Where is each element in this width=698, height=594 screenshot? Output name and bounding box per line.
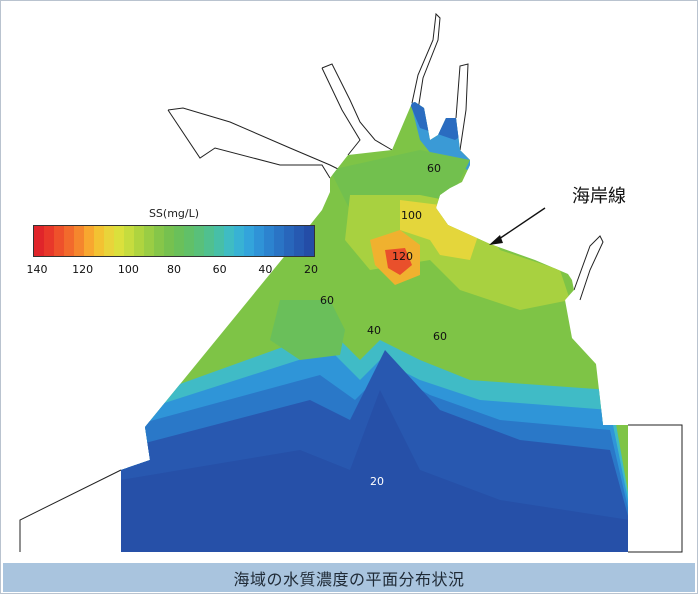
legend-tick-label: 40 (258, 263, 273, 276)
legend-swatch (284, 226, 294, 256)
legend-swatch (74, 226, 84, 256)
legend-tick-label: 140 (26, 263, 48, 276)
legend-swatch (234, 226, 244, 256)
legend-swatch (154, 226, 164, 256)
legend-swatch (44, 226, 54, 256)
legend-swatch (64, 226, 74, 256)
legend-swatch (54, 226, 64, 256)
legend-swatch (104, 226, 114, 256)
contour-label: 20 (370, 475, 384, 488)
contour-label: 40 (367, 324, 381, 337)
legend-swatch (164, 226, 174, 256)
caption-bar: 海域の水質濃度の平面分布状況 (3, 563, 695, 592)
contour-label: 60 (427, 162, 441, 175)
legend-title: SS(mg/L) (148, 207, 200, 220)
contour-label: 60 (320, 294, 334, 307)
legend-swatch (84, 226, 94, 256)
legend-swatch (304, 226, 314, 256)
legend-tick-label: 20 (304, 263, 318, 276)
legend-swatch (94, 226, 104, 256)
legend-tick-label: 80 (167, 263, 181, 276)
legend-swatch (264, 226, 274, 256)
legend-tick-label: 120 (72, 263, 94, 276)
legend-swatch (114, 226, 124, 256)
legend-ticks: 140 120 100 80 60 40 20 (27, 263, 319, 277)
legend-tick-label: 60 (212, 263, 227, 276)
legend-swatch (134, 226, 144, 256)
legend-swatch (204, 226, 214, 256)
contour-label: 100 (401, 209, 422, 222)
coastline-label: 海岸線 (572, 186, 626, 207)
legend-swatch (174, 226, 184, 256)
legend-swatch (274, 226, 284, 256)
contour-labels: 60 100 120 60 40 60 20 (320, 162, 447, 488)
map-caption: 海域の水質濃度の平面分布状況 (233, 569, 465, 589)
legend-color-bar (33, 225, 315, 257)
legend-swatch (214, 226, 224, 256)
legend-swatch (144, 226, 154, 256)
callout-arrow (489, 207, 546, 245)
legend-swatch (224, 226, 234, 256)
contour-label: 60 (433, 330, 447, 343)
legend-swatch (254, 226, 264, 256)
legend-tick-label: 100 (117, 263, 139, 276)
legend-swatch (34, 226, 44, 256)
legend-swatch (294, 226, 304, 256)
legend-swatch (194, 226, 204, 256)
legend-swatch (184, 226, 194, 256)
legend-swatch (124, 226, 134, 256)
contour-label: 120 (392, 250, 413, 263)
legend-swatch (244, 226, 254, 256)
coastline (19, 12, 683, 553)
